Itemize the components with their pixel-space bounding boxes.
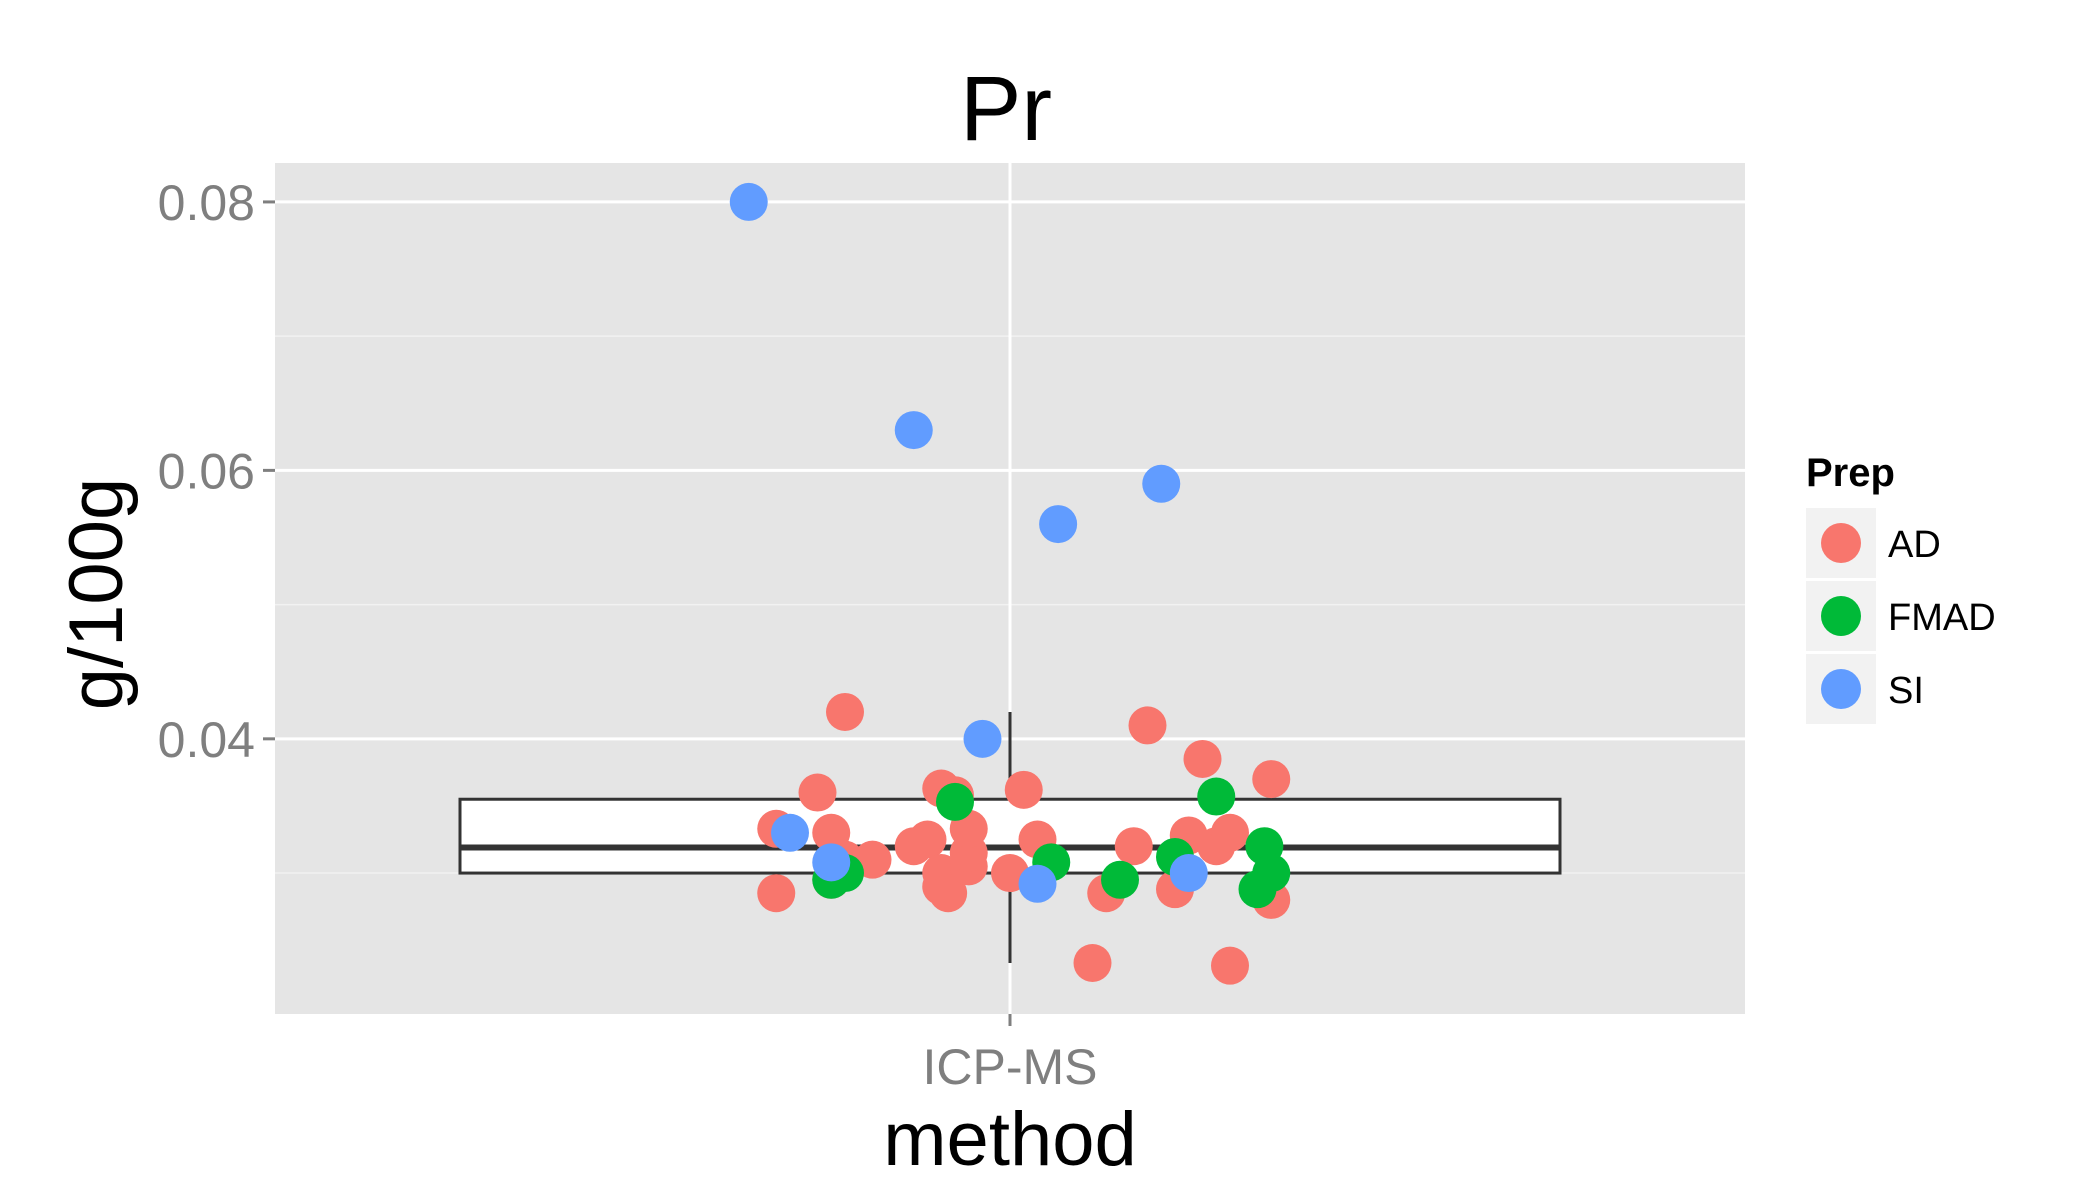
y-tick-label: 0.04 bbox=[158, 712, 255, 768]
point-si bbox=[1039, 505, 1078, 544]
point-ad bbox=[1114, 827, 1153, 866]
point-fmad bbox=[1252, 854, 1291, 893]
x-axis-label: method bbox=[883, 1097, 1137, 1182]
legend-swatch-ad bbox=[1821, 523, 1861, 563]
legend: Prep AD FMAD SI bbox=[1806, 451, 1996, 724]
y-axis: 0.04 0.06 0.08 bbox=[158, 175, 275, 768]
legend-label-si: SI bbox=[1888, 670, 1924, 712]
point-ad bbox=[798, 773, 837, 812]
y-tick-label: 0.08 bbox=[158, 175, 255, 231]
legend-swatch-si bbox=[1821, 669, 1861, 709]
point-si bbox=[1018, 864, 1057, 903]
data-points bbox=[729, 182, 1291, 985]
point-fmad bbox=[936, 782, 974, 821]
point-ad bbox=[826, 692, 864, 731]
legend-entries: AD FMAD SI bbox=[1806, 508, 1996, 724]
point-si bbox=[1142, 464, 1181, 503]
point-ad bbox=[929, 874, 968, 913]
point-ad bbox=[908, 820, 947, 859]
legend-label-ad: AD bbox=[1888, 524, 1941, 566]
legend-title: Prep bbox=[1806, 451, 1895, 495]
point-ad bbox=[1211, 813, 1249, 852]
point-ad bbox=[1183, 739, 1222, 778]
point-si bbox=[894, 411, 933, 450]
point-ad bbox=[1004, 770, 1043, 809]
y-axis-label: g/100g bbox=[54, 478, 139, 710]
y-tick-label: 0.06 bbox=[158, 443, 255, 499]
point-si bbox=[812, 843, 851, 882]
x-tick-label: ICP-MS bbox=[923, 1039, 1098, 1095]
point-fmad bbox=[1197, 777, 1236, 816]
x-axis: ICP-MS bbox=[923, 1014, 1098, 1095]
point-ad bbox=[1211, 946, 1249, 985]
legend-label-fmad: FMAD bbox=[1888, 597, 1996, 639]
point-ad bbox=[1252, 760, 1291, 799]
legend-swatch-fmad bbox=[1821, 596, 1861, 636]
point-ad bbox=[1073, 943, 1112, 982]
point-si bbox=[771, 813, 809, 852]
point-ad bbox=[757, 874, 796, 913]
point-fmad bbox=[1101, 860, 1139, 899]
chart-title: Pr bbox=[960, 58, 1052, 160]
point-ad bbox=[1128, 706, 1167, 745]
point-si bbox=[963, 719, 1002, 758]
point-si bbox=[729, 182, 768, 221]
point-si bbox=[1169, 854, 1208, 893]
